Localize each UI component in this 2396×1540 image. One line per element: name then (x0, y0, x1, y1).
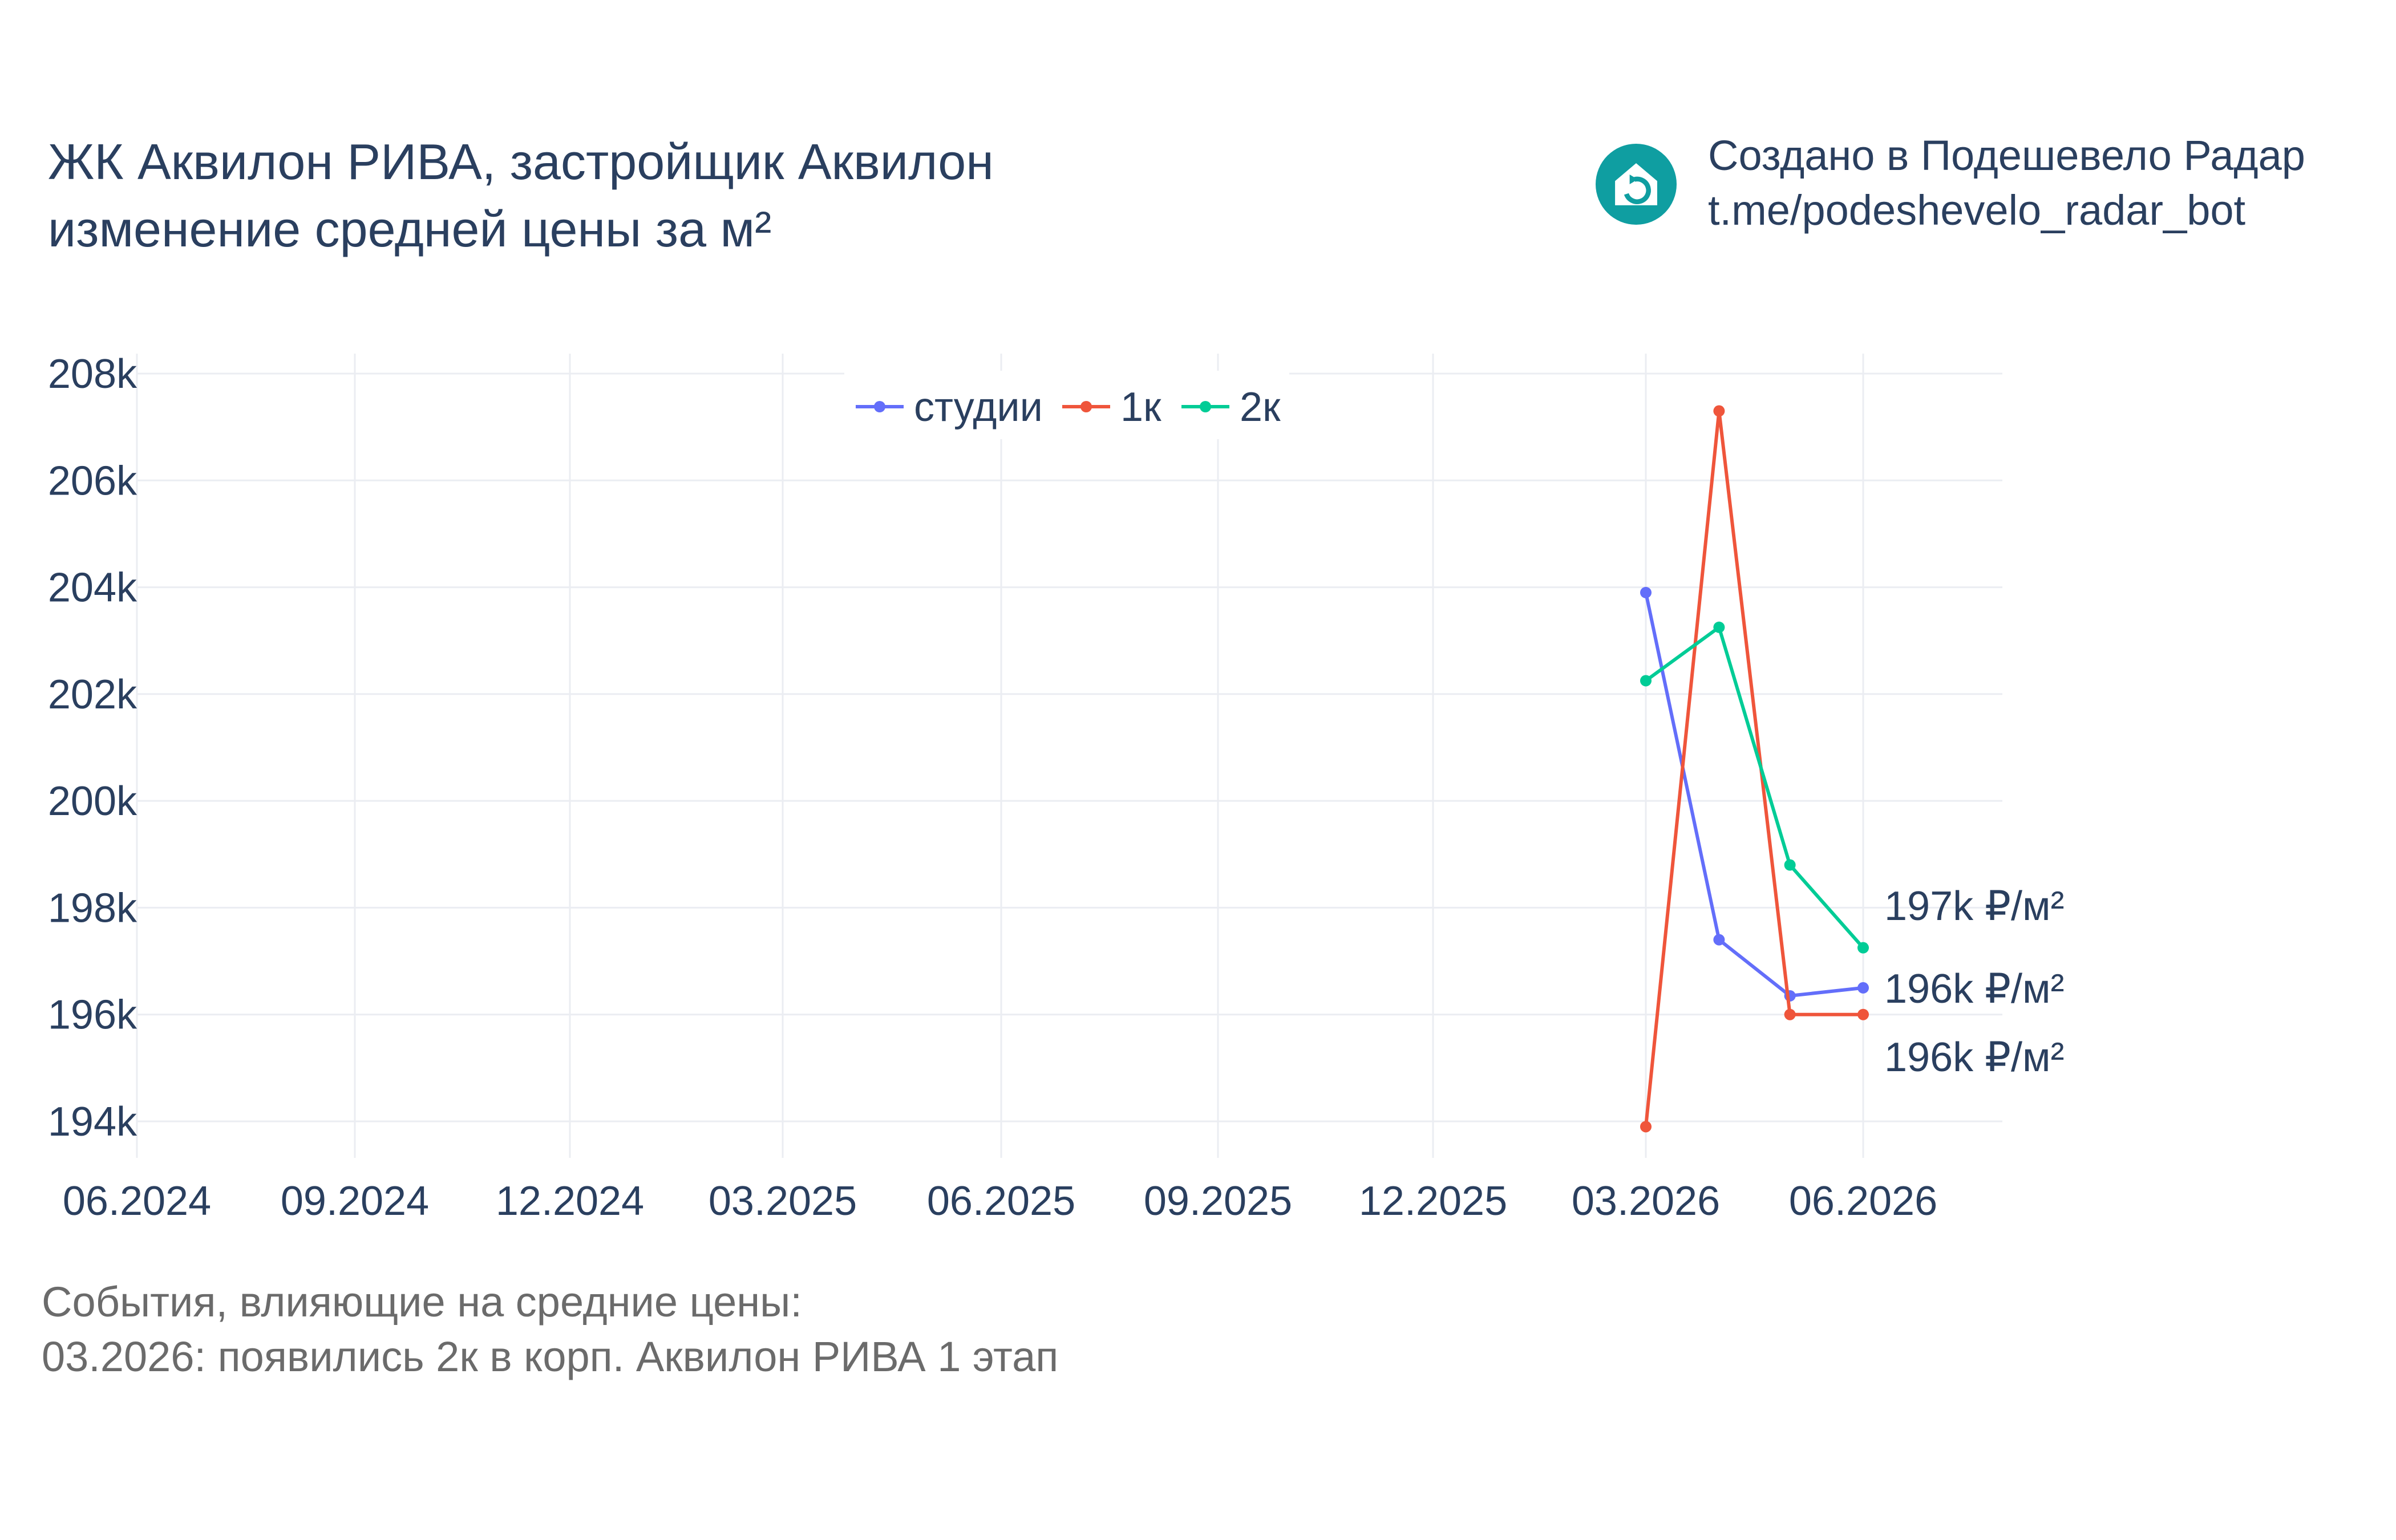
events-heading: События, влияющие на средние цены: (42, 1278, 802, 1326)
data-point (1713, 405, 1725, 417)
y-tick-label: 198k (48, 885, 137, 931)
series-line-1к (1644, 409, 1863, 1127)
axis-labels: 194k 196k 198k 200k 202k 204k 206k 208k 06.2024 0… (48, 351, 1937, 1224)
end-value-label: 196k ₽/м² (1884, 966, 2064, 1012)
y-tick-label: 200k (48, 779, 137, 824)
x-tick-label: 12.2025 (1359, 1178, 1507, 1224)
y-tick-label: 196k (48, 992, 137, 1038)
x-tick-label: 06.2025 (927, 1178, 1075, 1224)
legend-marker (874, 401, 885, 412)
data-point (1640, 675, 1652, 687)
data-point (1784, 859, 1796, 871)
x-tick-label: 03.2026 (1572, 1178, 1720, 1224)
legend: студии 1к 2к (844, 371, 1289, 439)
x-tick-label: 06.2024 (63, 1178, 211, 1224)
legend-label[interactable]: 2к (1240, 384, 1281, 430)
data-point (1640, 1121, 1652, 1133)
end-labels: 197k ₽/м² 196k ₽/м² 196k ₽/м² (1884, 884, 2064, 1080)
grid-lines (136, 354, 2002, 1158)
house-refresh-icon (1596, 144, 1677, 225)
brand-link[interactable]: t.me/podeshevelo_radar_bot (1708, 187, 2246, 234)
x-tick-label: 03.2025 (709, 1178, 857, 1224)
data-point (1784, 1008, 1796, 1020)
legend-label[interactable]: 1к (1120, 384, 1161, 430)
x-tick-label: 09.2025 (1144, 1178, 1292, 1224)
data-point (1857, 982, 1869, 994)
legend-label[interactable]: студии (914, 384, 1043, 430)
legend-marker (1080, 401, 1092, 412)
y-tick-label: 208k (48, 351, 137, 397)
series-layer (1640, 405, 1869, 1133)
title-line-1: ЖК Аквилон РИВА, застройщик Аквилон (48, 133, 994, 190)
data-point (1713, 934, 1725, 946)
logo-arrow-head (1629, 174, 1638, 184)
x-tick-label: 12.2024 (496, 1178, 644, 1224)
end-value-label: 196k ₽/м² (1884, 1035, 2064, 1080)
events-block: События, влияющие на средние цены: 03.20… (42, 1275, 1058, 1384)
series-line-2к (1645, 625, 1865, 949)
legend-marker (1200, 401, 1211, 412)
y-tick-label: 206k (48, 458, 137, 504)
y-tick-label: 202k (48, 672, 137, 718)
chart-title: ЖК Аквилон РИВА, застройщик Аквилон изме… (48, 128, 994, 263)
data-point (1857, 1008, 1869, 1020)
data-point (1713, 621, 1725, 633)
brand-name: Создано в Подешевело Радар (1708, 132, 2305, 179)
event-item: 03.2026: появились 2к в корп. Аквилон РИ… (42, 1333, 1059, 1380)
end-value-label: 197k ₽/м² (1884, 884, 2064, 929)
x-tick-label: 09.2024 (281, 1178, 429, 1224)
data-point (1640, 586, 1652, 598)
title-line-2: изменение средней цены за м² (48, 201, 772, 257)
data-point (1857, 942, 1869, 954)
y-tick-label: 204k (48, 565, 137, 611)
x-tick-label: 06.2026 (1789, 1178, 1937, 1224)
y-tick-label: 194k (48, 1099, 137, 1145)
brand-block: Создано в Подешевело Радар t.me/podeshev… (1708, 128, 2305, 238)
logo-arrow (1624, 176, 1651, 204)
